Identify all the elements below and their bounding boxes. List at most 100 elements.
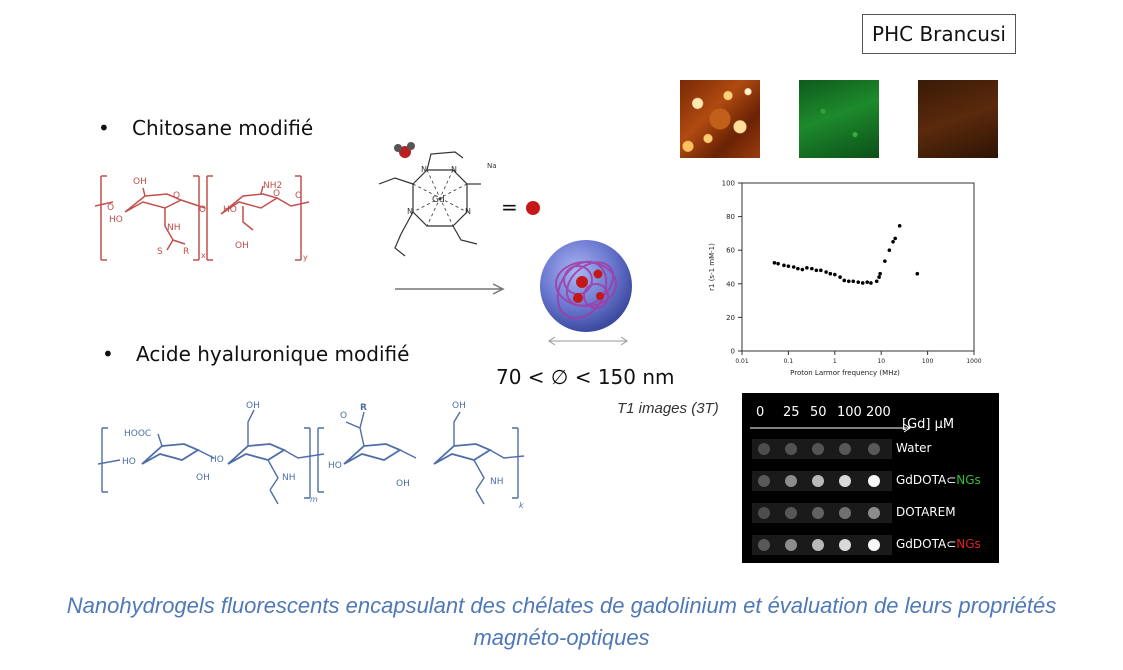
ha-r: R	[360, 403, 367, 413]
fluorescence-dark-image	[918, 80, 998, 158]
chitosan-ho2: HO	[223, 205, 237, 215]
water-molecule-icon	[394, 142, 415, 158]
ha-oh-2: OH	[452, 401, 466, 411]
mri-concentration-label: 0	[756, 405, 765, 420]
chitosan-structure: OH NH2 O HO NH O O O O HO OH S R x y	[95, 175, 310, 262]
chart-points	[772, 224, 920, 285]
mri-sample-spot	[868, 507, 880, 519]
ha-ho-3: HO	[328, 461, 342, 471]
chitosan-o-link: O	[199, 205, 206, 215]
mri-row-label: GdDOTA⊂NGs	[896, 473, 981, 487]
mri-sample-spot	[785, 443, 797, 455]
mri-sample-spot	[839, 539, 851, 551]
data-point	[814, 268, 819, 273]
mri-sample-spot	[868, 475, 880, 487]
ha-oh-4: OH	[396, 479, 410, 489]
chitosan-oh-top: OH	[133, 177, 147, 187]
mri-concentration-label: 50	[810, 405, 827, 420]
chitosan-o-ring2: O	[273, 189, 280, 199]
chart-y-ticks: 0 20 40 60 80 100	[722, 180, 742, 356]
mri-row-label-main: DOTAREM	[896, 505, 956, 519]
x-tick-label: 100	[922, 358, 934, 365]
gd-sphere-icon	[526, 201, 540, 215]
data-point	[878, 271, 882, 276]
data-point	[877, 275, 881, 279]
bullet-hyaluronic-label: Acide hyaluronique modifié	[136, 342, 410, 366]
chart-xlabel: Proton Larmor frequency (MHz)	[790, 369, 900, 377]
chitosan-x: x	[201, 251, 206, 260]
x-tick-label: 10	[877, 358, 885, 365]
data-point	[851, 279, 856, 284]
mri-sample-spot	[812, 539, 824, 551]
bullet-dot: •	[98, 116, 110, 140]
x-tick-label: 0.1	[784, 358, 794, 365]
ha-nh-1: NH	[282, 473, 296, 483]
ha-k: k	[519, 501, 524, 510]
data-point	[856, 280, 861, 284]
mri-row-label-main: Water	[896, 441, 932, 455]
bullet-hyaluronic: • Acide hyaluronique modifié	[102, 342, 409, 366]
mri-sample-spot	[758, 443, 770, 455]
reaction-arrow	[395, 283, 505, 295]
ha-hooc: HOOC	[124, 429, 151, 439]
data-point	[833, 272, 837, 277]
mri-sample-spot	[785, 507, 797, 519]
data-point	[887, 248, 892, 252]
mri-concentration-label: 200	[866, 405, 891, 420]
mri-sample-spot	[839, 507, 851, 519]
y-tick-label: 20	[726, 314, 735, 322]
chitosan-nh2: NH2	[263, 181, 282, 191]
gd-n4: N	[465, 207, 471, 216]
ha-m: m	[310, 495, 318, 504]
ha-o: O	[340, 411, 347, 421]
data-point	[874, 279, 879, 284]
hyaluronic-structure: OH OH R HOOC HO HO HO OH OH NH NH O m k	[98, 401, 525, 510]
chitosan-o-ring: O	[173, 191, 180, 201]
data-point	[772, 261, 777, 265]
mri-concentration-label: 25	[783, 405, 800, 420]
nanogel-sphere-icon	[540, 240, 632, 332]
data-point	[810, 266, 814, 271]
mri-row-label-suffix: NGs	[956, 473, 981, 487]
mri-row-label-suffix: NGs	[956, 537, 981, 551]
chitosan-nh: NH	[167, 223, 181, 233]
chitosan-y: y	[303, 253, 308, 262]
caption-line-2: magnéto-optiques	[473, 625, 650, 650]
mri-arrow	[750, 423, 911, 433]
data-point	[883, 259, 887, 263]
mri-sample-spot	[812, 443, 824, 455]
mri-concentration-label: 100	[837, 405, 862, 420]
mri-sample-spot	[868, 539, 880, 551]
data-point	[786, 264, 791, 268]
data-point	[828, 271, 833, 276]
t1-images-label: T1 images (3T)	[617, 400, 719, 417]
size-label: 70 < ∅ < 150 nm	[496, 365, 675, 389]
chart-ylabel: r1 (s-1 mM-1)	[708, 243, 716, 291]
data-point	[842, 278, 847, 283]
afm-image	[680, 80, 760, 158]
mri-sample-spot	[785, 475, 797, 487]
mri-row-label-main: GdDOTA⊂	[896, 537, 957, 551]
ha-oh-3: OH	[196, 473, 210, 483]
chitosan-o-left: O	[107, 203, 114, 213]
brand-label: PHC Brancusi	[862, 14, 1016, 54]
mri-sample-spot	[839, 475, 851, 487]
data-point	[819, 268, 823, 273]
gd-atom: Gd	[432, 195, 445, 205]
ha-nh-2: NH	[490, 477, 504, 487]
chitosan-s: S	[157, 247, 163, 257]
data-point	[805, 266, 809, 270]
mri-sample-spot	[839, 443, 851, 455]
y-tick-label: 80	[726, 213, 735, 221]
mri-row-label-main: GdDOTA⊂	[896, 473, 957, 487]
caption-line-1: Nanohydrogels fluorescents encapsulant d…	[66, 593, 1057, 618]
data-point	[796, 266, 800, 271]
data-point	[865, 280, 870, 284]
data-point	[846, 279, 851, 284]
y-tick-label: 0	[731, 348, 735, 356]
bullet-dot: •	[102, 342, 114, 366]
y-tick-label: 100	[722, 180, 735, 188]
ha-ho-1: HO	[122, 457, 136, 467]
x-tick-label: 0.01	[735, 358, 749, 365]
mri-panel: 0 25 50 100 200 [Gd] µM Water GdDOTA⊂NGs DOTAR…	[742, 393, 999, 563]
